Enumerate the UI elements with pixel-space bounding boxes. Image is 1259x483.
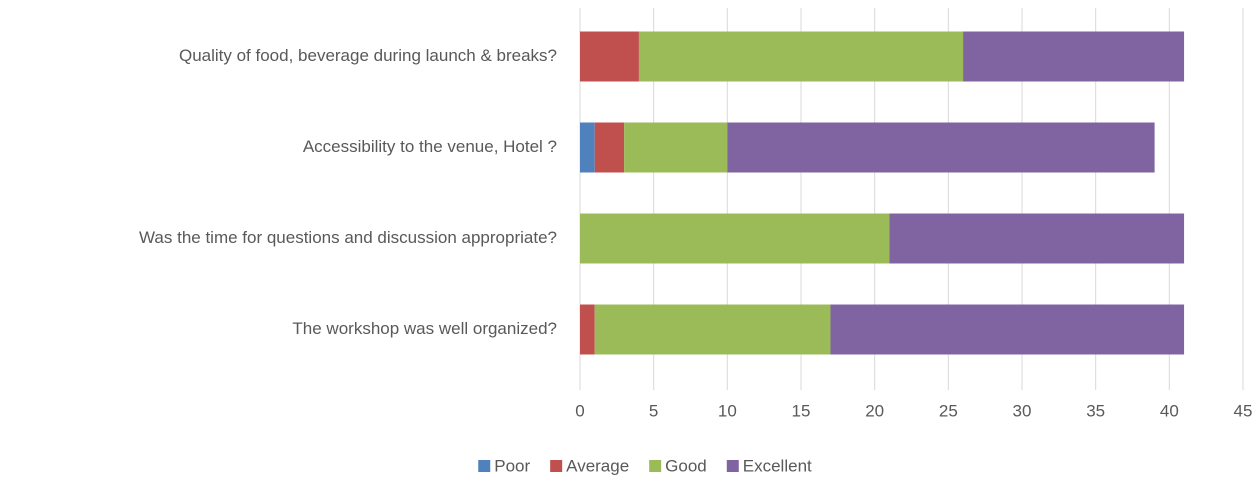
- legend-label: Excellent: [743, 456, 812, 475]
- bar-segment: [580, 122, 595, 173]
- x-tick-label: 45: [1234, 401, 1253, 420]
- x-tick-label: 35: [1086, 401, 1105, 420]
- bar-segment: [594, 304, 831, 355]
- x-tick-label: 5: [649, 401, 658, 420]
- x-tick-label: 15: [792, 401, 811, 420]
- legend-swatch: [726, 460, 739, 472]
- x-tick-label: 20: [865, 401, 884, 420]
- bar-segment: [727, 122, 1155, 173]
- legend-swatch: [478, 460, 491, 472]
- x-tick-label: 25: [939, 401, 958, 420]
- legend-label: Good: [665, 456, 707, 475]
- x-tick-label: 10: [718, 401, 737, 420]
- legend-swatch: [550, 460, 563, 472]
- legend-label: Poor: [494, 456, 530, 475]
- bar-segment: [580, 304, 595, 355]
- bar-segment: [638, 31, 964, 82]
- x-tick-label: 30: [1013, 401, 1032, 420]
- bar-segment: [889, 213, 1185, 264]
- y-tick-label: Was the time for questions and discussio…: [139, 228, 557, 247]
- x-tick-label: 0: [575, 401, 584, 420]
- bar-segment: [580, 31, 639, 82]
- legend-label: Average: [566, 456, 629, 475]
- y-tick-label: The workshop was well organized?: [292, 319, 557, 338]
- bar-segment: [624, 122, 728, 173]
- legend-swatch: [649, 460, 662, 472]
- bar-segment: [580, 213, 890, 264]
- bar-segment: [963, 31, 1185, 82]
- bar-segment: [830, 304, 1185, 355]
- y-tick-label: Accessibility to the venue, Hotel ?: [303, 137, 557, 156]
- x-tick-label: 40: [1160, 401, 1179, 420]
- y-tick-label: Quality of food, beverage during launch …: [179, 46, 557, 65]
- bar-segment: [594, 122, 625, 173]
